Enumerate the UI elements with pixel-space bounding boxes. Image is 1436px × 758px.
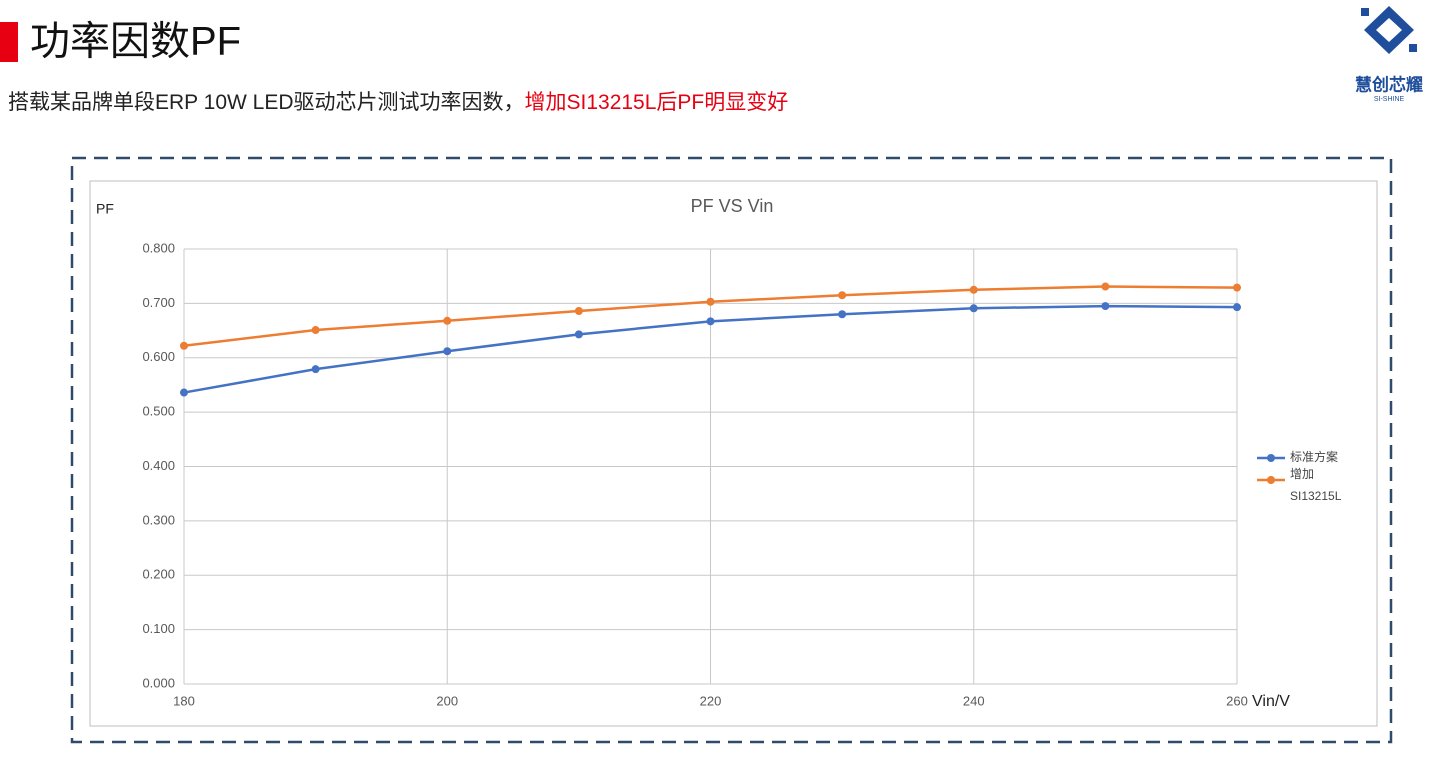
data-point: [1101, 282, 1110, 291]
data-point: [969, 304, 978, 313]
data-point: [706, 297, 715, 306]
chart-title: PF VS Vin: [691, 196, 774, 216]
x-tick-label: 180: [173, 693, 195, 708]
data-point: [311, 365, 320, 374]
x-axis-label: Vin/V: [1252, 693, 1290, 710]
data-point: [443, 347, 452, 356]
logo-name: 慧创芯耀: [1355, 74, 1423, 94]
data-point: [443, 316, 452, 325]
legend-marker: [1267, 454, 1275, 462]
y-tick-label: 0.400: [142, 458, 175, 473]
subtitle-text: 搭载某品牌单段ERP 10W LED驱动芯片测试功率因数，: [8, 91, 525, 114]
data-point: [838, 291, 847, 300]
legend-label: 标准方案: [1290, 449, 1338, 464]
x-tick-label: 260: [1226, 693, 1248, 708]
title-bar: [0, 22, 18, 62]
data-point: [574, 330, 583, 339]
data-point: [706, 317, 715, 326]
y-axis-label: PF: [96, 201, 114, 217]
y-tick-label: 0.700: [142, 295, 175, 310]
subtitle-highlight: 增加SI13215L后PF明显变好: [525, 91, 789, 114]
data-point: [1101, 302, 1110, 311]
data-point: [838, 310, 847, 319]
x-tick-label: 200: [436, 693, 458, 708]
legend-label: 增加SI13215L: [1290, 467, 1342, 503]
data-point: [574, 306, 583, 315]
x-tick-label: 240: [963, 693, 985, 708]
y-tick-label: 0.500: [142, 404, 175, 419]
y-tick-label: 0.800: [142, 240, 175, 255]
y-tick-label: 0.600: [142, 349, 175, 364]
data-point: [180, 388, 188, 397]
data-point: [180, 341, 188, 350]
y-tick-label: 0.200: [142, 567, 175, 582]
data-point: [1233, 283, 1241, 292]
x-tick-label: 220: [700, 693, 722, 708]
chart-frame: [89, 180, 1378, 727]
dashed-frame: [70, 156, 1393, 744]
data-point: [1233, 303, 1241, 312]
data-point: [311, 326, 320, 335]
slide-title: 功率因数PF: [30, 20, 241, 64]
data-point: [969, 285, 978, 294]
subtitle: 搭载某品牌单段ERP 10W LED驱动芯片测试功率因数，增加SI13215L后…: [8, 91, 788, 114]
legend-marker: [1267, 476, 1275, 484]
logo-english: SI-SHINE: [1374, 96, 1405, 103]
y-tick-label: 0.000: [142, 675, 175, 690]
logo: 慧创芯耀 SI-SHINE: [1355, 6, 1423, 103]
y-tick-label: 0.100: [142, 621, 175, 636]
y-tick-label: 0.300: [142, 512, 175, 527]
